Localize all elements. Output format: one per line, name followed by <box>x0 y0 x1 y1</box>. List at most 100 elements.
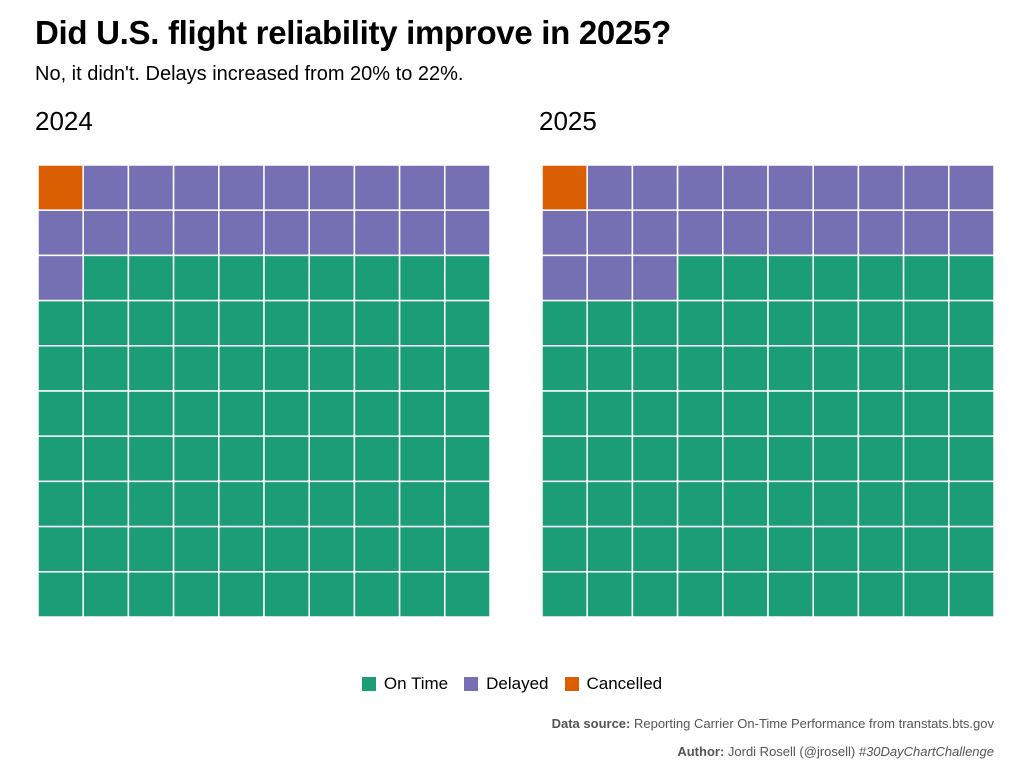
waffle-cell-on-time <box>38 525 84 573</box>
waffle-cell-on-time <box>948 525 994 573</box>
waffle-cell-on-time <box>308 345 356 392</box>
source-label: Data source: <box>551 716 631 731</box>
waffle-cell-delayed <box>263 209 310 257</box>
waffle-cell-on-time <box>38 480 84 528</box>
waffle-cell-on-time <box>812 299 860 347</box>
waffle-cell-on-time <box>127 480 175 528</box>
legend-label: On Time <box>383 674 449 693</box>
waffle-cell-on-time <box>902 345 950 392</box>
waffle-cell-on-time <box>767 390 814 437</box>
waffle-cell-on-time <box>127 571 175 617</box>
legend-label: Delayed <box>486 674 549 693</box>
waffle-cell-on-time <box>902 435 950 483</box>
waffle-cell-on-time <box>676 390 724 437</box>
waffle-cell-on-time <box>82 525 130 573</box>
waffle-cell-on-time <box>218 345 265 392</box>
waffle-cell-on-time <box>172 435 220 483</box>
waffle-cell-delayed <box>38 254 84 302</box>
waffle-cell-on-time <box>172 480 220 528</box>
waffle-2025 <box>542 165 994 617</box>
waffle-cell-on-time <box>308 254 356 302</box>
waffle-cell-delayed <box>82 209 130 257</box>
waffle-cell-delayed <box>38 209 84 257</box>
waffle-cell-on-time <box>631 571 679 617</box>
waffle-cell-on-time <box>82 345 130 392</box>
waffle-cell-on-time <box>218 571 265 617</box>
waffle-cell-on-time <box>631 390 679 437</box>
waffle-cell-on-time <box>82 435 130 483</box>
waffle-cell-delayed <box>263 165 310 211</box>
waffle-cell-delayed <box>308 209 356 257</box>
waffle-cell-on-time <box>308 571 356 617</box>
waffle-cell-on-time <box>263 390 310 437</box>
waffle-cell-on-time <box>676 254 724 302</box>
waffle-cell-on-time <box>218 390 265 437</box>
waffle-cell-on-time <box>586 435 634 483</box>
waffle-cell-cancelled <box>542 165 588 211</box>
waffle-cell-on-time <box>127 525 175 573</box>
source-text: Reporting Carrier On-Time Performance fr… <box>630 716 994 731</box>
waffle-cell-on-time <box>172 345 220 392</box>
waffle-cell-on-time <box>948 254 994 302</box>
waffle-cell-on-time <box>586 571 634 617</box>
waffle-cell-delayed <box>308 165 356 211</box>
waffle-cell-delayed <box>586 254 634 302</box>
waffle-cell-on-time <box>308 390 356 437</box>
waffle-cell-delayed <box>444 165 490 211</box>
waffle-cell-on-time <box>353 480 401 528</box>
waffle-cell-delayed <box>631 254 679 302</box>
waffle-cell-on-time <box>444 571 490 617</box>
waffle-cell-on-time <box>127 435 175 483</box>
waffle-cell-delayed <box>172 165 220 211</box>
waffle-cell-on-time <box>586 299 634 347</box>
legend-item-cancelled: Cancelled <box>564 674 662 694</box>
waffle-cell-on-time <box>263 525 310 573</box>
waffle-cell-on-time <box>857 571 905 617</box>
waffle-cell-on-time <box>948 299 994 347</box>
waffle-cell-on-time <box>353 571 401 617</box>
waffle-cell-on-time <box>263 345 310 392</box>
waffle-cell-on-time <box>812 525 860 573</box>
waffle-cell-on-time <box>218 525 265 573</box>
waffle-cell-on-time <box>586 390 634 437</box>
chart-title: Did U.S. flight reliability improve in 2… <box>35 14 671 51</box>
waffle-cell-on-time <box>127 345 175 392</box>
waffle-cell-on-time <box>127 390 175 437</box>
waffle-cell-on-time <box>82 480 130 528</box>
waffle-cell-on-time <box>767 345 814 392</box>
waffle-cell-cancelled <box>38 165 84 211</box>
waffle-cell-on-time <box>676 480 724 528</box>
waffle-cell-on-time <box>586 525 634 573</box>
waffle-cell-on-time <box>308 525 356 573</box>
waffle-cell-delayed <box>902 209 950 257</box>
legend-swatch-on-time <box>361 677 376 691</box>
waffle-cell-on-time <box>857 390 905 437</box>
waffle-cell-on-time <box>353 254 401 302</box>
waffle-cell-delayed <box>542 209 588 257</box>
waffle-cell-on-time <box>38 299 84 347</box>
waffle-cell-delayed <box>676 209 724 257</box>
waffle-cell-on-time <box>444 254 490 302</box>
author-label: Author: <box>677 744 725 759</box>
waffle-cell-on-time <box>722 480 769 528</box>
waffle-cell-on-time <box>308 480 356 528</box>
waffle-cell-on-time <box>542 435 588 483</box>
waffle-cell-on-time <box>722 571 769 617</box>
waffle-cell-on-time <box>586 345 634 392</box>
waffle-cell-on-time <box>38 345 84 392</box>
waffle-cell-on-time <box>676 435 724 483</box>
waffle-cell-on-time <box>308 299 356 347</box>
waffle-cell-on-time <box>444 345 490 392</box>
waffle-cell-on-time <box>82 299 130 347</box>
legend-swatch-delayed <box>464 677 479 691</box>
waffle-cell-on-time <box>902 299 950 347</box>
waffle-cell-on-time <box>353 525 401 573</box>
waffle-cell-on-time <box>812 390 860 437</box>
waffle-cell-on-time <box>722 299 769 347</box>
waffle-cell-delayed <box>444 209 490 257</box>
waffle-cell-on-time <box>444 480 490 528</box>
waffle-cell-on-time <box>263 435 310 483</box>
waffle-cell-on-time <box>444 525 490 573</box>
waffle-cell-on-time <box>857 435 905 483</box>
waffle-cell-on-time <box>38 390 84 437</box>
